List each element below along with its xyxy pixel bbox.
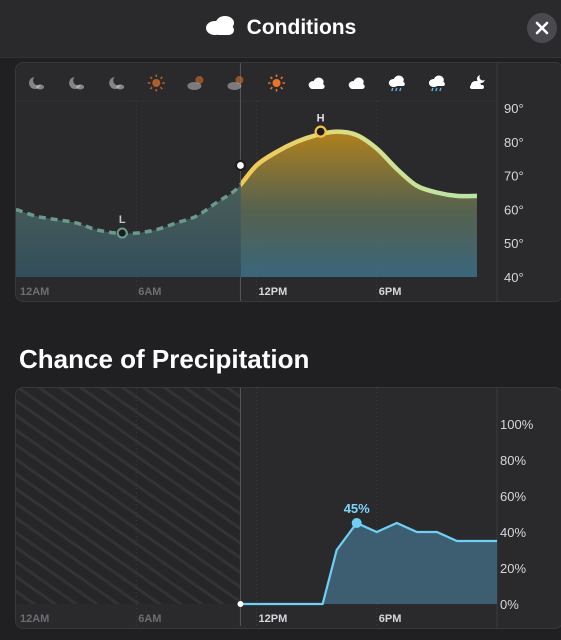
y-tick-label: 80° bbox=[504, 135, 524, 150]
x-tick-label: 6PM bbox=[379, 286, 402, 298]
x-tick-label: 6PM bbox=[379, 613, 402, 625]
current-precipitation-marker bbox=[237, 601, 244, 607]
cloud-icon bbox=[308, 77, 325, 89]
y-tick-label: 90° bbox=[504, 101, 524, 116]
moon-cloud-icon bbox=[69, 75, 85, 90]
cloud-icon bbox=[205, 14, 239, 41]
y-tick-label: 0% bbox=[500, 597, 519, 612]
y-tick-label: 80% bbox=[500, 453, 526, 468]
sun-icon bbox=[147, 74, 165, 92]
x-tick-label: 12AM bbox=[20, 286, 49, 298]
y-tick-label: 70° bbox=[504, 169, 524, 184]
close-icon bbox=[535, 21, 549, 35]
past-hours-hatch bbox=[16, 388, 241, 604]
x-tick-label: 6AM bbox=[138, 286, 161, 298]
x-tick-label: 12PM bbox=[259, 286, 288, 298]
y-tick-label: 20% bbox=[500, 561, 526, 576]
peak-label: 45% bbox=[344, 501, 370, 516]
precipitation-chart: 45% 100% 80% 60% 40% 20% 0% 12AM 6AM 12PM 6PM bbox=[16, 388, 534, 628]
y-tick-label: 60° bbox=[504, 202, 524, 217]
page-title: Conditions bbox=[246, 15, 357, 39]
header-bar: Conditions bbox=[0, 0, 561, 58]
y-tick-label: 50° bbox=[504, 236, 524, 251]
temperature-area-past bbox=[16, 184, 241, 277]
low-point-marker bbox=[116, 227, 128, 239]
close-button[interactable] bbox=[527, 13, 557, 43]
precipitation-chart-card: 45% 100% 80% 60% 40% 20% 0% 12AM 6AM 12PM 6PM bbox=[15, 387, 561, 629]
precipitation-area bbox=[240, 523, 497, 604]
moon-cloud-icon bbox=[29, 75, 45, 90]
x-tick-label: 12AM bbox=[20, 613, 49, 625]
peak-point-marker bbox=[351, 518, 362, 528]
sun-cloud-icon bbox=[187, 76, 204, 90]
y-tick-label: 40° bbox=[504, 270, 524, 285]
x-tick-label: 6AM bbox=[138, 613, 161, 625]
temperature-chart: L H 90° 80° 70° 60° 50° 40° 12AM 6AM 12PM 6PM bbox=[16, 63, 524, 301]
header-title-group: Conditions bbox=[0, 14, 561, 41]
high-label: H bbox=[317, 113, 325, 125]
high-point-marker bbox=[314, 125, 327, 138]
cloud-moon-icon bbox=[469, 73, 487, 89]
cloud-icon bbox=[348, 77, 365, 89]
cloud-rain-icon bbox=[388, 75, 405, 92]
temperature-chart-card: L H 90° 80° 70° 60° 50° 40° 12AM 6AM 12PM 6PM bbox=[15, 62, 561, 302]
precipitation-section-title: Chance of Precipitation bbox=[19, 344, 310, 374]
precipitation-line bbox=[240, 521, 497, 606]
y-tick-label: 100% bbox=[500, 417, 534, 432]
x-tick-label: 12PM bbox=[259, 613, 288, 625]
temperature-line-future bbox=[241, 129, 477, 199]
y-tick-label: 60% bbox=[500, 489, 526, 504]
low-label: L bbox=[119, 214, 126, 226]
cloud-rain-icon bbox=[428, 75, 445, 92]
y-tick-label: 40% bbox=[500, 525, 526, 540]
sun-icon bbox=[268, 74, 286, 92]
temperature-area-future bbox=[241, 131, 477, 277]
current-temperature-marker bbox=[234, 159, 247, 172]
sun-cloud-icon bbox=[227, 76, 244, 90]
moon-cloud-icon bbox=[109, 75, 125, 90]
